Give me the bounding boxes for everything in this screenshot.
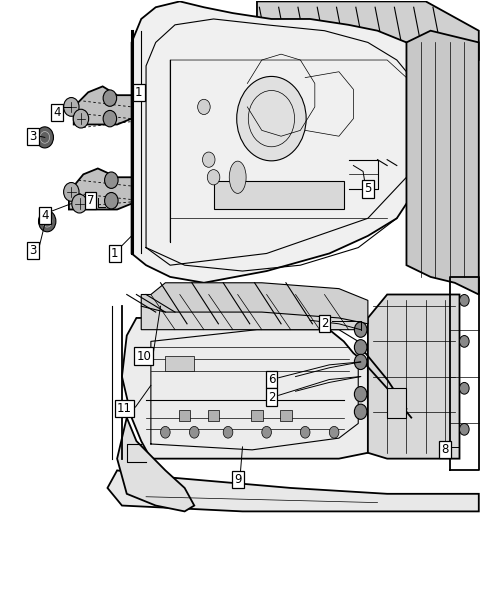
Text: 8: 8 bbox=[440, 444, 448, 456]
Bar bbox=[251, 410, 262, 421]
Bar bbox=[207, 410, 219, 421]
Bar bbox=[179, 410, 190, 421]
Circle shape bbox=[63, 183, 79, 201]
Text: 1: 1 bbox=[135, 86, 142, 99]
Circle shape bbox=[105, 193, 118, 209]
Circle shape bbox=[207, 170, 219, 185]
Circle shape bbox=[160, 426, 170, 438]
Bar bbox=[386, 388, 406, 418]
Text: 2: 2 bbox=[320, 317, 328, 330]
Circle shape bbox=[458, 423, 468, 435]
Text: 2: 2 bbox=[267, 391, 274, 403]
Circle shape bbox=[202, 152, 214, 167]
Circle shape bbox=[354, 386, 366, 402]
Polygon shape bbox=[257, 1, 478, 84]
Polygon shape bbox=[107, 471, 478, 511]
Bar bbox=[280, 410, 291, 421]
Circle shape bbox=[236, 77, 305, 161]
Polygon shape bbox=[121, 312, 367, 459]
Circle shape bbox=[105, 172, 118, 188]
Circle shape bbox=[458, 382, 468, 394]
Ellipse shape bbox=[229, 161, 245, 193]
Text: 9: 9 bbox=[233, 472, 241, 486]
Circle shape bbox=[261, 426, 271, 438]
Circle shape bbox=[103, 110, 116, 127]
Polygon shape bbox=[117, 418, 194, 511]
Circle shape bbox=[354, 404, 366, 419]
Circle shape bbox=[300, 426, 309, 438]
Circle shape bbox=[63, 98, 79, 116]
Text: 7: 7 bbox=[87, 194, 94, 207]
Text: 5: 5 bbox=[363, 183, 371, 196]
Text: 4: 4 bbox=[41, 209, 48, 222]
Circle shape bbox=[189, 426, 199, 438]
Circle shape bbox=[354, 340, 366, 355]
Circle shape bbox=[73, 109, 89, 128]
Polygon shape bbox=[131, 1, 415, 283]
Text: 3: 3 bbox=[29, 244, 36, 257]
Circle shape bbox=[458, 336, 468, 348]
Text: 11: 11 bbox=[117, 402, 132, 415]
Circle shape bbox=[72, 194, 87, 213]
Circle shape bbox=[354, 355, 366, 369]
Polygon shape bbox=[141, 283, 367, 324]
Text: 1: 1 bbox=[111, 247, 118, 260]
Text: 6: 6 bbox=[267, 373, 274, 386]
Circle shape bbox=[36, 127, 53, 148]
Circle shape bbox=[103, 90, 116, 107]
Polygon shape bbox=[367, 294, 458, 459]
Polygon shape bbox=[141, 294, 358, 330]
Bar bbox=[213, 181, 343, 210]
Polygon shape bbox=[406, 31, 478, 294]
Polygon shape bbox=[74, 87, 131, 124]
Circle shape bbox=[223, 426, 232, 438]
Text: 4: 4 bbox=[53, 106, 60, 119]
Text: 3: 3 bbox=[29, 130, 36, 143]
Circle shape bbox=[38, 211, 56, 232]
Text: 10: 10 bbox=[136, 349, 151, 363]
Circle shape bbox=[354, 322, 366, 337]
Circle shape bbox=[329, 426, 338, 438]
Circle shape bbox=[458, 294, 468, 306]
Circle shape bbox=[197, 100, 210, 114]
Bar bbox=[165, 356, 194, 370]
Polygon shape bbox=[69, 168, 131, 210]
